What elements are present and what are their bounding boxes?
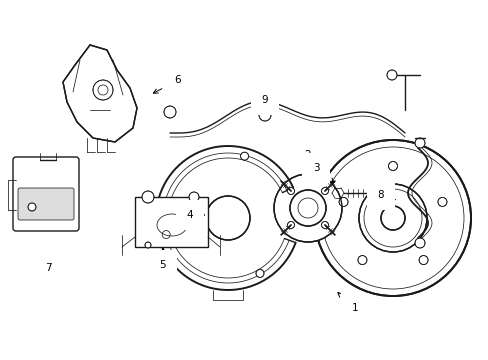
Circle shape	[380, 206, 404, 230]
Circle shape	[163, 106, 176, 118]
Circle shape	[287, 188, 294, 194]
Text: 1: 1	[337, 293, 358, 313]
Text: 6: 6	[153, 75, 181, 93]
Circle shape	[414, 238, 424, 248]
Circle shape	[418, 256, 427, 265]
Circle shape	[357, 256, 366, 265]
Circle shape	[240, 152, 248, 160]
Circle shape	[259, 109, 270, 121]
Circle shape	[273, 174, 341, 242]
Circle shape	[314, 140, 470, 296]
Circle shape	[142, 191, 154, 203]
Circle shape	[358, 184, 426, 252]
Circle shape	[162, 230, 170, 239]
Circle shape	[205, 196, 249, 240]
Circle shape	[414, 138, 424, 148]
Circle shape	[28, 203, 36, 211]
Circle shape	[256, 269, 264, 278]
Text: 2: 2	[304, 150, 311, 174]
FancyBboxPatch shape	[13, 157, 79, 231]
Circle shape	[321, 221, 328, 229]
Text: 9: 9	[261, 95, 268, 106]
Circle shape	[93, 80, 113, 100]
Polygon shape	[135, 197, 207, 247]
Text: 5: 5	[160, 249, 166, 270]
Circle shape	[189, 192, 199, 202]
Text: 4: 4	[186, 210, 203, 220]
Circle shape	[386, 70, 396, 80]
Circle shape	[289, 190, 325, 226]
Circle shape	[338, 197, 347, 206]
Text: 3: 3	[312, 163, 333, 183]
Circle shape	[437, 197, 446, 206]
Circle shape	[162, 152, 293, 284]
Text: 8: 8	[377, 190, 394, 201]
Circle shape	[145, 242, 151, 248]
Circle shape	[387, 162, 397, 171]
Polygon shape	[63, 45, 137, 142]
Text: 7: 7	[44, 259, 51, 273]
FancyBboxPatch shape	[18, 188, 74, 220]
Circle shape	[321, 188, 328, 194]
Circle shape	[287, 221, 294, 229]
